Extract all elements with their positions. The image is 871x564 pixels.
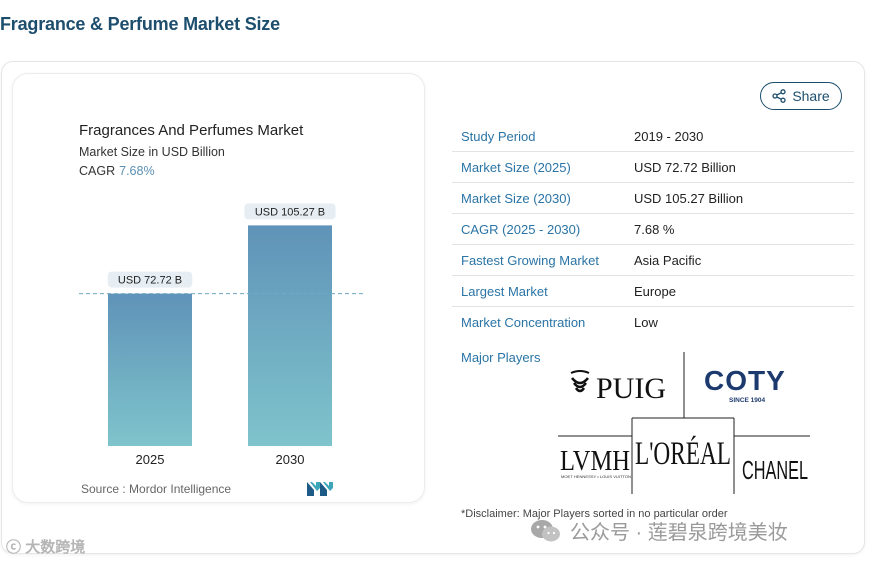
lvmh-logo-text: LVMH [560, 446, 630, 477]
cagr-label: CAGR [79, 164, 116, 178]
stat-value: Asia Pacific [634, 252, 702, 268]
stat-row-largest-market: Largest Market Europe [452, 276, 854, 307]
wechat-watermark: 公众号 · 莲碧泉跨境美妆 [530, 516, 788, 545]
data-label-bg [107, 271, 193, 288]
stat-key: Market Size (2030) [461, 190, 571, 206]
chart-card: Fragrances And Perfumes Market Market Si… [12, 73, 425, 503]
major-players-logos: PUIG COTY SINCE 1904 LVMH MOET HENNESSY … [558, 352, 810, 494]
dashu-watermark-icon: ⓒ [6, 539, 22, 556]
x-tick-label: 2025 [136, 452, 165, 467]
wechat-icon [531, 519, 560, 541]
major-players-label: Major Players [461, 350, 541, 365]
bar-chart: USD 72.72 B 2025 USD 105.27 B 2030 [79, 203, 364, 467]
stat-key: Market Size (2025) [461, 159, 571, 175]
mordor-logo-icon [307, 482, 333, 496]
stat-key: CAGR (2025 - 2030) [461, 221, 581, 237]
lvmh-logo-subtext: MOET HENNESSY • LOUIS VUITTON [561, 474, 631, 479]
puig-logo-icon [570, 370, 590, 393]
stat-key: Largest Market [461, 283, 548, 299]
data-label: USD 105.27 B [255, 206, 325, 218]
stat-value: 2019 - 2030 [634, 128, 704, 144]
stat-row-study-period: Study Period 2019 - 2030 [452, 121, 854, 152]
stats-table: Study Period 2019 - 2030 Market Size (20… [452, 121, 854, 337]
stat-row-cagr: CAGR (2025 - 2030) 7.68 % [452, 214, 854, 245]
stat-value: Low [634, 314, 658, 330]
bar-2030 [248, 225, 332, 446]
dashu-watermark: ⓒ 大数跨境 [6, 536, 85, 557]
stat-key: Fastest Growing Market [461, 252, 599, 268]
data-label-bg [244, 203, 336, 220]
stat-value: Europe [634, 283, 676, 299]
chanel-logo-text: CHANEL [742, 455, 808, 485]
chart-cagr: CAGR 7.68% [79, 164, 155, 178]
data-label: USD 72.72 B [118, 275, 182, 287]
coty-logo-subtext: SINCE 1904 [729, 397, 766, 404]
share-label: Share [792, 88, 830, 104]
stat-row-market-size-2030: Market Size (2030) USD 105.27 Billion [452, 183, 854, 214]
stat-value: USD 72.72 Billion [634, 159, 736, 175]
chart-source: Source : Mordor Intelligence [81, 482, 232, 496]
stat-row-fastest-growing: Fastest Growing Market Asia Pacific [452, 245, 854, 276]
loreal-logo-text: L'ORÉAL [635, 435, 731, 472]
bar-2025 [108, 293, 192, 446]
stat-key: Study Period [461, 128, 536, 144]
page-title: Fragrance & Perfume Market Size [0, 14, 280, 34]
chart-subtitle: Market Size in USD Billion [79, 145, 225, 159]
stat-value: USD 105.27 Billion [634, 190, 744, 206]
share-icon [772, 89, 786, 103]
x-tick-label: 2030 [276, 452, 305, 467]
coty-logo-text: COTY [704, 365, 786, 396]
stat-row-market-concentration: Market Concentration Low [452, 307, 854, 337]
chart-title: Fragrances And Perfumes Market [79, 122, 304, 139]
stat-row-market-size-2025: Market Size (2025) USD 72.72 Billion [452, 152, 854, 183]
wechat-watermark-text: 公众号 · 莲碧泉跨境美妆 [570, 522, 788, 544]
dashu-watermark-text: 大数跨境 [25, 539, 86, 556]
stat-value: 7.68 % [634, 221, 675, 237]
puig-logo-text: PUIG [596, 372, 666, 405]
disclaimer-text: *Disclaimer: Major Players sorted in no … [461, 508, 728, 520]
share-button[interactable]: Share [760, 82, 842, 110]
cagr-value: 7.68% [119, 164, 155, 178]
stat-key: Market Concentration [461, 314, 586, 330]
